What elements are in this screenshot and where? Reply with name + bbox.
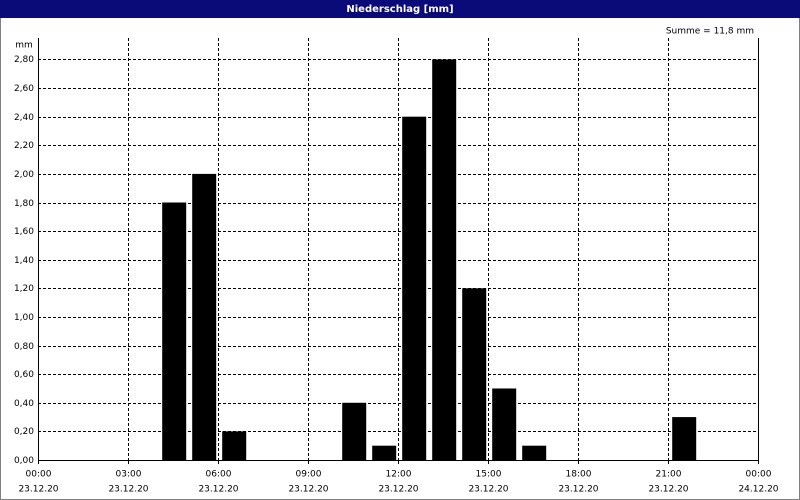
x-tick-date: 24.12.20	[738, 485, 778, 495]
sum-annotation: Summe = 11,8 mm	[666, 27, 754, 37]
x-tick-date: 23.12.20	[18, 485, 58, 495]
chart-title: Niederschlag [mm]	[346, 4, 453, 15]
y-tick-label: 2,00	[14, 170, 34, 180]
y-tick-label: 0,20	[14, 427, 34, 437]
x-tick-label: 21:00	[656, 470, 682, 480]
x-tick-label: 09:00	[296, 470, 322, 480]
y-tick-label: 2,40	[14, 113, 34, 123]
y-tick-label: 0,60	[14, 370, 34, 380]
bar	[162, 202, 187, 460]
bar	[462, 288, 487, 460]
bar	[342, 402, 367, 460]
y-tick-label: 1,80	[14, 199, 34, 209]
bar	[402, 116, 427, 460]
y-unit: mm	[15, 41, 33, 51]
x-tick-label: 12:00	[386, 470, 412, 480]
y-tick-label: 1,00	[14, 313, 34, 323]
x-tick-label: 18:00	[566, 470, 592, 480]
y-tick-label: 2,60	[14, 84, 34, 94]
y-tick-label: 2,80	[14, 55, 34, 65]
title-bar	[0, 0, 800, 18]
x-tick-date: 23.12.20	[558, 485, 598, 495]
y-tick-label: 1,20	[14, 284, 34, 294]
x-tick-label: 00:00	[746, 470, 772, 480]
y-tick-label: 1,40	[14, 256, 34, 266]
x-tick-label: 15:00	[476, 470, 502, 480]
bar	[192, 173, 217, 460]
x-tick-label: 00:00	[26, 470, 52, 480]
bar	[432, 59, 457, 460]
y-tick-label: 0,40	[14, 399, 34, 409]
x-tick-label: 06:00	[206, 470, 232, 480]
bar	[492, 388, 517, 460]
x-tick-date: 23.12.20	[648, 485, 688, 495]
x-tick-date: 23.12.20	[378, 485, 418, 495]
y-tick-label: 0,80	[14, 342, 34, 352]
y-tick-label: 2,20	[14, 141, 34, 151]
x-tick-date: 23.12.20	[468, 485, 508, 495]
bar	[222, 431, 247, 460]
x-tick-date: 23.12.20	[198, 485, 238, 495]
bar	[672, 417, 697, 460]
x-tick-label: 03:00	[116, 470, 142, 480]
y-tick-label: 0,00	[14, 456, 34, 466]
bar	[372, 445, 397, 460]
bar	[522, 445, 547, 460]
x-tick-date: 23.12.20	[288, 485, 328, 495]
y-tick-label: 1,60	[14, 227, 34, 237]
x-tick-date: 23.12.20	[108, 485, 148, 495]
